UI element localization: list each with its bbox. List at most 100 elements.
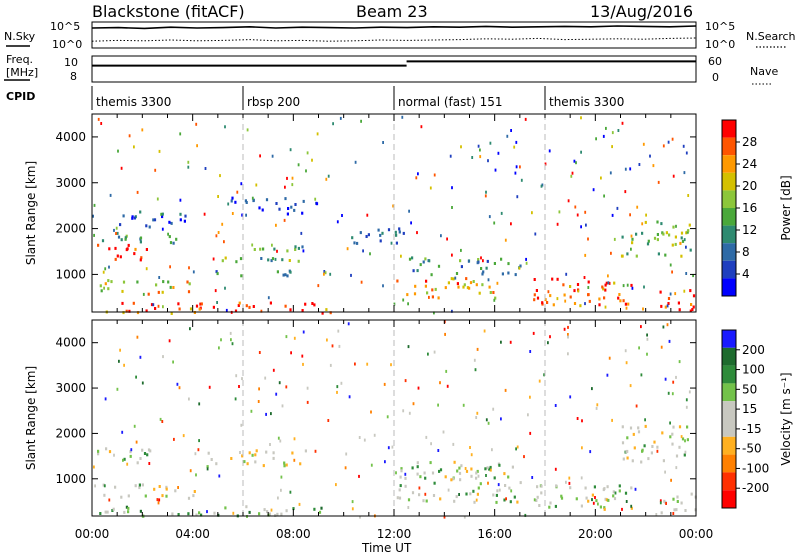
velocity-cell xyxy=(139,509,142,513)
velocity-cell xyxy=(234,397,237,401)
velocity-cell xyxy=(673,508,676,512)
power-cell xyxy=(496,281,499,285)
power-cell xyxy=(286,176,288,180)
power-cell xyxy=(686,230,689,234)
power-cell xyxy=(416,231,418,235)
power-cell xyxy=(513,145,516,149)
power-cell xyxy=(212,305,215,309)
power-cell xyxy=(162,305,164,309)
power-cell xyxy=(248,305,251,309)
velocity-cell xyxy=(489,465,492,469)
radar-title: Blackstone (fitACF) xyxy=(92,2,245,21)
velocity-cell xyxy=(672,497,675,501)
power-cell xyxy=(167,280,170,284)
power-cell xyxy=(240,182,243,186)
velocity-colorbar-swatch xyxy=(722,347,736,366)
velocity-cell xyxy=(165,494,168,498)
power-cell xyxy=(245,201,248,204)
freq-left-tick-bottom: 8 xyxy=(70,70,77,83)
power-cell xyxy=(451,186,453,190)
velocity-colorbar-tick-label: 50 xyxy=(742,382,757,396)
velocity-cell xyxy=(370,410,372,414)
velocity-cell xyxy=(320,506,323,510)
power-cell xyxy=(576,283,580,286)
velocity-cell xyxy=(524,513,527,517)
power-cell xyxy=(184,214,187,218)
power-cell xyxy=(104,282,107,286)
velocity-cell xyxy=(445,369,448,373)
power-cell xyxy=(656,233,659,236)
velocity-cell xyxy=(285,463,288,467)
power-cell xyxy=(607,281,610,285)
freq-right-tick-top: 60 xyxy=(708,55,722,68)
velocity-cell xyxy=(684,509,687,512)
velocity-cell xyxy=(647,457,650,461)
power-cell xyxy=(653,236,657,240)
power-cell xyxy=(271,243,273,247)
power-cell xyxy=(579,304,582,308)
velocity-cell xyxy=(258,387,260,391)
velocity-cell xyxy=(258,351,261,354)
power-cell xyxy=(629,213,631,217)
power-cell xyxy=(546,301,549,304)
power-cell xyxy=(497,151,500,155)
cpid-segment-label-0: themis 3300 xyxy=(96,95,171,109)
velocity-blob-6 xyxy=(621,424,689,464)
velocity-cell xyxy=(139,457,142,460)
power-cell xyxy=(433,173,436,177)
velocity-cell xyxy=(606,485,609,489)
power-cell xyxy=(179,218,182,222)
power-cell xyxy=(638,163,641,166)
power-cell xyxy=(216,301,218,304)
power-cell xyxy=(548,149,551,153)
power-cell xyxy=(667,302,670,305)
cpid-segment-label-3: themis 3300 xyxy=(549,95,624,109)
velocity-cell xyxy=(97,452,100,456)
velocity-cell xyxy=(555,484,558,488)
velocity-cell xyxy=(177,486,179,489)
power-cell xyxy=(451,206,453,209)
power-cell xyxy=(674,292,677,296)
power-cell xyxy=(613,281,616,285)
velocity-cell xyxy=(354,362,356,366)
power-cell xyxy=(580,150,582,154)
velocity-cell xyxy=(568,481,571,485)
power-cell xyxy=(587,293,589,297)
power-cell xyxy=(122,214,125,218)
velocity-cell xyxy=(235,374,238,378)
power-cell xyxy=(624,167,627,171)
power-cell xyxy=(500,257,503,261)
velocity-cell xyxy=(569,486,572,490)
power-cell xyxy=(647,239,650,243)
velocity-cell xyxy=(172,360,174,364)
power-cell xyxy=(215,270,218,274)
velocity-cell xyxy=(607,498,610,502)
power-cell xyxy=(541,301,544,305)
power-cell xyxy=(162,280,165,284)
power-cell xyxy=(183,219,186,223)
power-cell xyxy=(188,282,191,286)
power-cell xyxy=(685,272,688,275)
velocity-cell xyxy=(565,480,567,484)
power-cell xyxy=(139,240,142,244)
power-cell xyxy=(468,286,471,290)
velocity-cell xyxy=(422,499,425,503)
velocity-cell xyxy=(606,373,609,377)
power-cell xyxy=(217,195,219,198)
power-cell xyxy=(433,311,435,315)
power-colorbar-swatch xyxy=(722,260,736,279)
power-cell xyxy=(136,190,139,194)
velocity-cell xyxy=(384,460,386,464)
velocity-cell xyxy=(272,451,275,455)
power-cell xyxy=(472,280,475,283)
power-cell xyxy=(323,270,326,273)
velocity-cell xyxy=(680,501,683,505)
power-cell xyxy=(139,258,142,262)
power-cell xyxy=(128,134,131,138)
power-cell xyxy=(294,203,297,206)
power-cell xyxy=(119,223,122,227)
power-cell xyxy=(479,155,482,159)
velocity-cell xyxy=(402,409,405,413)
power-cell xyxy=(618,293,621,296)
power-cell xyxy=(605,281,608,285)
